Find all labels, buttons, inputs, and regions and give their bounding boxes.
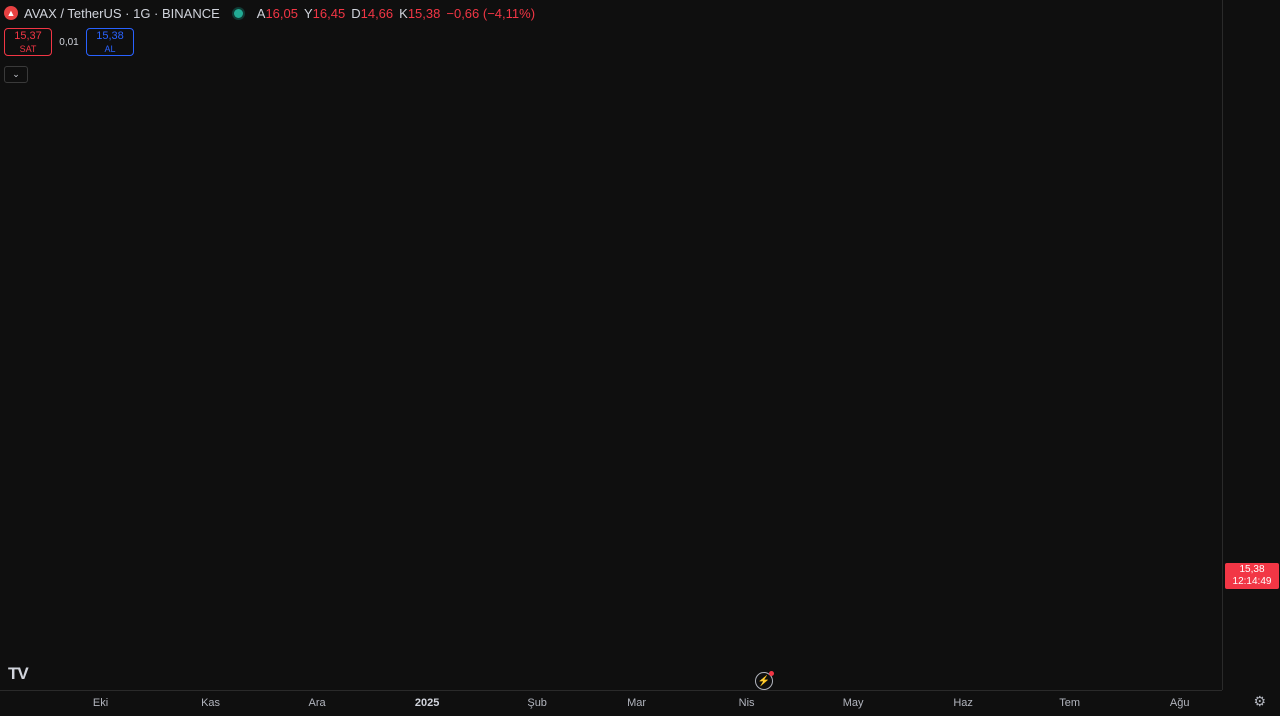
close-value: 15,38	[407, 5, 441, 21]
time-tick-label: Tem	[1059, 697, 1081, 709]
high-value: 16,45	[312, 5, 346, 21]
collapse-legend-button[interactable]: ⌄	[4, 66, 28, 83]
sell-price: 15,37	[14, 30, 42, 42]
time-tick-label: Haz	[953, 697, 973, 709]
trade-panel: 15,37 SAT 0,01 15,38 AL	[4, 28, 134, 56]
candlestick-chart[interactable]	[0, 0, 1222, 690]
sell-label: SAT	[19, 44, 37, 54]
symbol-legend: ▲ AVAX / TetherUS · 1G · BINANCE A 16,05…	[4, 4, 541, 22]
close-label: K	[399, 5, 408, 21]
time-tick-label: Şub	[527, 697, 547, 709]
price-axis[interactable]: 120,00105,0093,0081,0073,0065,5058,0052,…	[1222, 0, 1280, 690]
last-price-tag: 15,38 12:14:49	[1225, 563, 1279, 589]
time-tick-label: May	[842, 697, 864, 709]
time-tick-label: Kas	[201, 697, 221, 709]
gear-icon[interactable]: ⚙	[1253, 693, 1266, 709]
price-chart-area[interactable]	[0, 0, 1222, 690]
sell-button[interactable]: 15,37 SAT	[4, 28, 52, 56]
notification-badge	[769, 671, 774, 676]
chevron-down-icon: ⌄	[12, 69, 20, 79]
time-tick-label: 2025	[414, 697, 440, 709]
time-tick-label: Mar	[627, 697, 647, 709]
time-tick-label: Eki	[92, 697, 109, 709]
tradingview-logo[interactable]: TV	[8, 664, 29, 683]
bar-countdown: 12:14:49	[1232, 576, 1272, 587]
low-value: 14,66	[360, 5, 394, 21]
last-price: 15,38	[1239, 564, 1265, 575]
axis-settings[interactable]: ⚙	[1222, 690, 1280, 715]
symbol-title[interactable]: AVAX / TetherUS · 1G · BINANCE	[24, 5, 220, 21]
time-tick-label: Ara	[308, 697, 326, 709]
time-axis[interactable]: Eki Kas Ara 2025 Şub Mar Nis May Haz Tem Ağu	[0, 690, 1222, 716]
buy-button[interactable]: 15,38 AL	[86, 28, 134, 56]
buy-price: 15,38	[96, 30, 124, 42]
low-label: D	[351, 5, 361, 21]
market-status-icon[interactable]	[233, 8, 243, 18]
change-value: −0,66 (−4,11%)	[446, 5, 536, 21]
open-value: 16,05	[265, 5, 298, 21]
time-tick-label: Nis	[738, 697, 755, 709]
time-tick-label: Ağu	[1169, 697, 1190, 709]
spread-value: 0,01	[59, 36, 79, 48]
lightning-icon[interactable]: ⚡	[755, 671, 774, 690]
buy-label: AL	[104, 44, 116, 54]
open-label: A	[256, 5, 266, 21]
avax-logo-icon: ▲	[4, 6, 18, 20]
high-label: Y	[304, 5, 313, 21]
